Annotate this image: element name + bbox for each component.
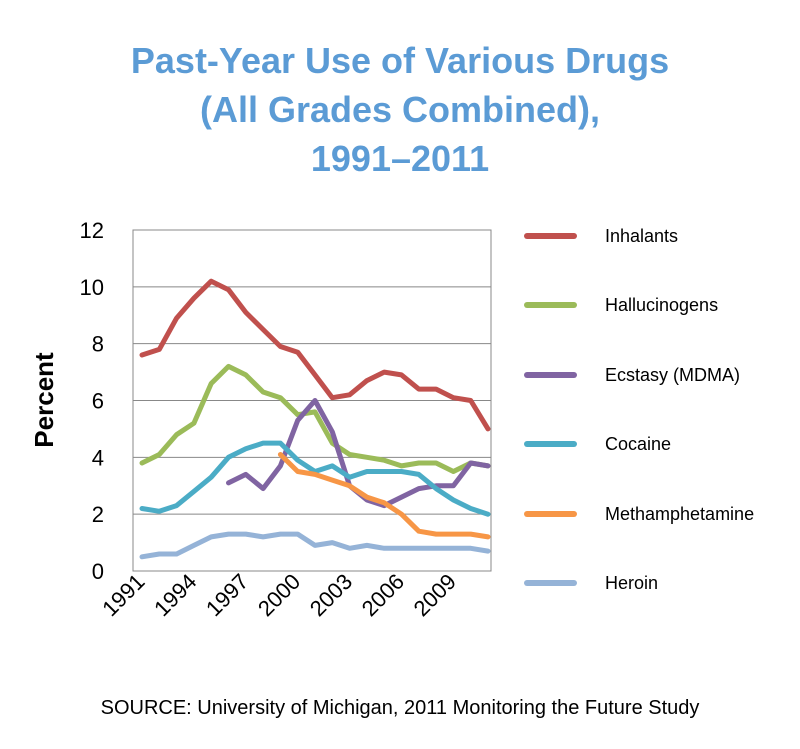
title-line-3: 1991–2011 [310,138,490,179]
gridlines [133,286,491,515]
x-tick-label-2009: 2009 [409,569,461,621]
source-note: SOURCE: University of Michigan, 2011 Mon… [100,697,700,719]
legend: Inhalants Hallucinogens Ecstasy (MDMA) Coca… [524,226,754,593]
x-tick-label-2003: 2003 [305,569,357,621]
series-lines [139,278,491,560]
y-tick-labels: 0 2 4 6 8 10 12 [80,218,104,584]
series-line-methamphetamine [277,452,491,540]
x-tick-label-1991: 1991 [97,569,149,621]
x-tick-label-2006: 2006 [357,569,409,621]
y-tick-label-10: 10 [80,275,104,300]
legend-label-ecstasy-mdma: Ecstasy (MDMA) [605,365,740,385]
y-tick-label-4: 4 [92,445,104,470]
x-tick-labels: 1991 1994 1997 2000 2003 2006 2009 [97,569,461,621]
plot-area-border [132,229,492,572]
legend-label-hallucinogens: Hallucinogens [605,295,718,315]
legend-label-inhalants: Inhalants [605,226,678,246]
x-tick-label-1994: 1994 [149,569,201,621]
legend-label-methamphetamine: Methamphetamine [605,504,754,524]
x-tick-label-2000: 2000 [253,569,305,621]
series-line-heroin [139,531,491,560]
y-tick-label-8: 8 [92,332,104,357]
y-axis-label: Percent [29,352,59,448]
y-tick-label-0: 0 [92,559,104,584]
series-line-hallucinogens [139,363,491,474]
x-tick-label-1997: 1997 [201,569,253,621]
y-tick-label-2: 2 [92,502,104,527]
series-line-inhalants [139,278,491,432]
legend-label-heroin: Heroin [605,573,658,593]
title-line-1: Past-Year Use of Various Drugs [130,40,670,81]
y-tick-label-6: 6 [92,389,104,414]
title-line-2: (All Grades Combined), [199,89,601,130]
series-line-cocaine [139,440,491,517]
legend-label-cocaine: Cocaine [605,434,671,454]
chart-title: Past-Year Use of Various Drugs (All Grad… [0,36,800,183]
y-tick-label-12: 12 [80,218,104,243]
